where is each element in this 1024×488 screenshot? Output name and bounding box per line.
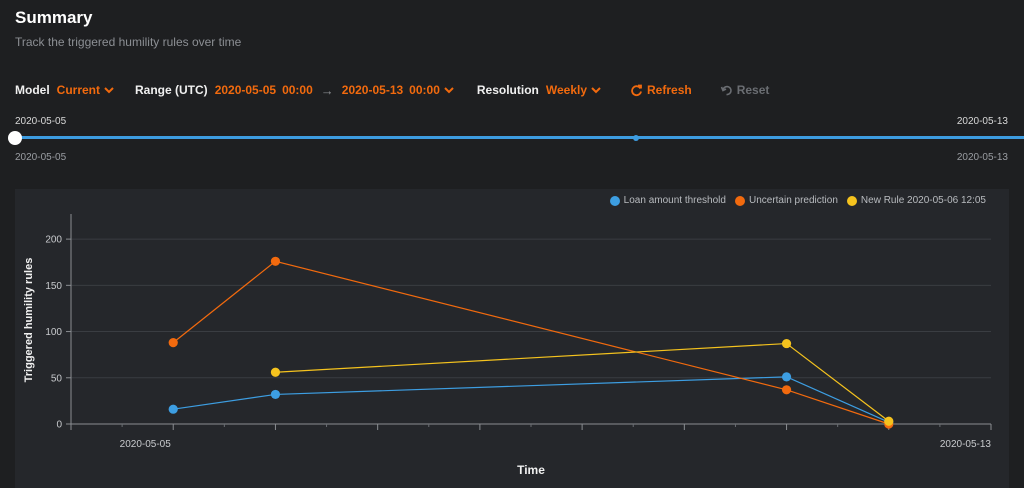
slider-start-label-bottom: 2020-05-05 [15,152,67,163]
model-value: Current [56,83,101,97]
model-dropdown[interactable]: Current [57,83,115,97]
y-tick-label: 50 [51,373,63,384]
page-title: Summary [15,8,93,27]
legend-item[interactable]: Loan amount threshold [609,195,726,206]
data-point [884,416,894,426]
data-point [168,338,178,348]
reset-button[interactable]: Reset [720,83,770,97]
slider-track[interactable] [15,136,1024,139]
legend-swatch [734,195,745,206]
data-point [781,385,792,395]
y-tick-label: 200 [45,235,62,246]
y-tick-label: 150 [45,281,62,292]
refresh-button[interactable]: Refresh [630,83,692,97]
slider-end-label-bottom: 2020-05-13 [956,152,1008,163]
data-point [270,389,281,400]
triggered-rules-chart: 0 50 100 150 200 2020-05-05 2020-05-13 Time Trig… [23,214,992,477]
chart-panel: 0 50 100 150 200 2020-05-05 2020-05-13 Time Trig… [15,189,1009,488]
chart-legend: Loan amount threshold Uncertain predictio… [601,195,986,206]
range-start-time: 00:00 [282,83,313,97]
series-line [173,376,890,423]
data-point [781,372,792,382]
y-axis-label: Triggered humility rules [23,258,35,383]
undo-icon [720,84,733,97]
data-point [270,256,281,266]
range-end-time: 00:00 [409,83,440,97]
series-line [275,342,890,422]
legend-label: New Rule 2020-05-06 12:05 [860,195,986,206]
slider-start-label-top: 2020-05-05 [15,116,67,127]
resolution-label: Resolution [476,83,539,97]
refresh-icon [630,84,643,97]
reset-label: Reset [736,83,770,97]
slider-center-dot[interactable] [633,135,639,141]
resolution-dropdown[interactable]: Weekly [546,83,602,97]
model-label: Model [15,83,50,97]
data-point [168,404,178,414]
chevron-down-icon [443,84,455,96]
legend-label: Uncertain prediction [748,195,838,206]
x-axis-label: Time [517,463,545,477]
data-point [781,338,792,349]
range-start-date: 2020-05-05 [214,83,277,97]
resolution-value: Weekly [545,83,588,97]
y-tick-label: 0 [56,420,62,431]
y-tick-label: 100 [45,327,62,338]
controls-bar: Model Current Range (UTC) 2020-05-05 00:… [15,82,769,98]
range-start-picker[interactable]: 2020-05-05 00:00 [215,83,313,97]
chevron-down-icon [590,84,602,96]
data-point [270,367,281,377]
series-line [172,260,889,425]
legend-swatch [846,195,857,206]
chevron-down-icon [103,84,115,96]
date-range-slider: 2020-05-05 2020-05-13 2020-05-05 2020-05… [0,112,1024,167]
x-tick-label: 2020-05-13 [940,439,992,450]
x-tick-label: 2020-05-05 [120,439,172,450]
legend-label: Loan amount threshold [623,195,726,206]
arrow-right-icon: → [320,82,334,98]
slider-start-handle[interactable] [8,131,22,145]
legend-swatch [609,195,620,206]
range-end-picker[interactable]: 2020-05-13 00:00 [342,83,455,97]
slider-end-label-top: 2020-05-13 [956,116,1008,127]
legend-item[interactable]: Uncertain prediction [734,195,838,206]
range-label: Range (UTC) [135,83,208,97]
refresh-label: Refresh [647,83,692,97]
range-end-date: 2020-05-13 [341,83,404,97]
legend-item[interactable]: New Rule 2020-05-06 12:05 [846,195,986,206]
page-subtitle: Track the triggered humility rules over … [15,35,242,49]
